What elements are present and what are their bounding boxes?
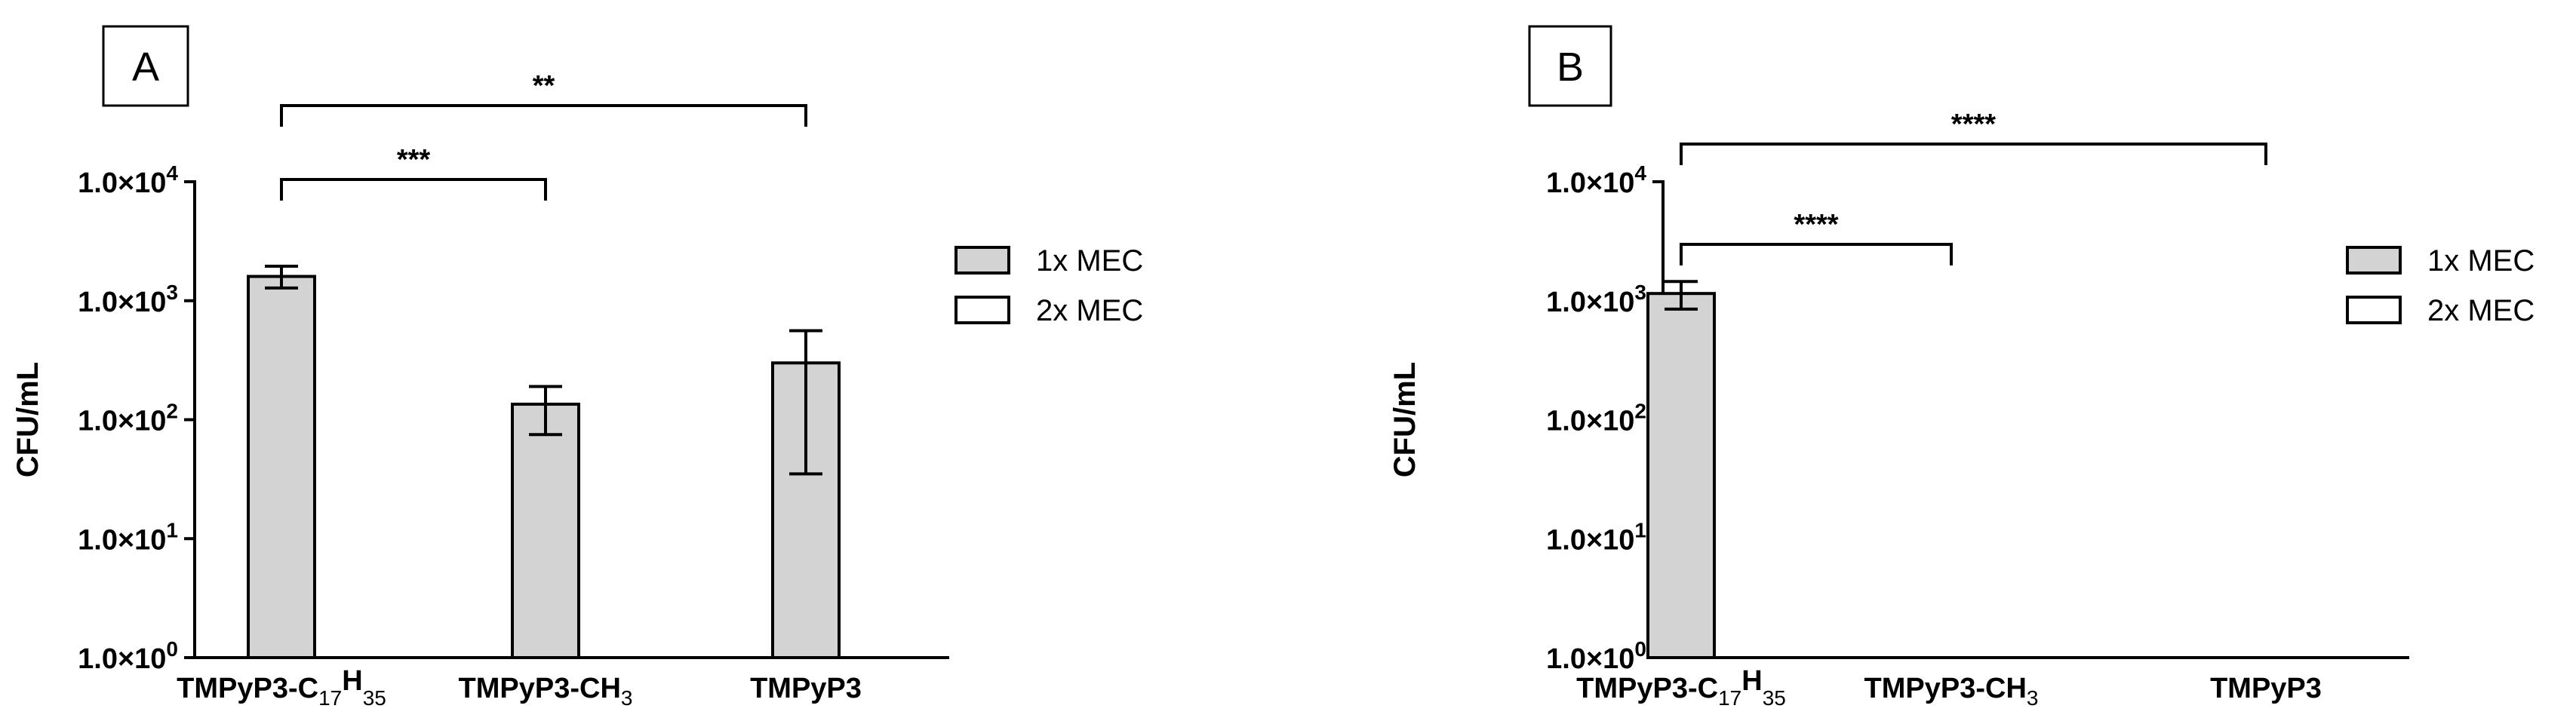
y-tick-label: 1.0×102 (1546, 400, 1646, 437)
y-axis-label: CFU/mL (1388, 362, 1422, 477)
legend-label: 2x MEC (2427, 294, 2535, 327)
significance-label: *** (397, 144, 431, 176)
significance-label: ** (533, 70, 555, 102)
significance-bracket (280, 104, 807, 127)
chart-panel-a: A 1.0×100 1.0×101 1.0×102 1.0×103 1.0×104 CFU/… (11, 25, 1143, 710)
legend-swatch (954, 296, 1010, 324)
significance-label: **** (1951, 109, 1996, 140)
x-tick-label: TMPyP3-CH3 (1864, 673, 2039, 710)
significance-label: **** (1794, 209, 1838, 241)
y-tick-label: 1.0×104 (1546, 161, 1646, 199)
x-tick-label: TMPyP3 (750, 673, 862, 704)
x-tick-label: TMPyP3 (2210, 673, 2322, 704)
y-tick-label: 1.0×100 (1546, 637, 1646, 675)
legend-swatch (954, 246, 1010, 275)
y-tick-label: 1.0×102 (78, 400, 178, 437)
panel-label: B (1557, 44, 1584, 90)
y-tick-label: 1.0×101 (1546, 518, 1646, 556)
significance-bracket (280, 178, 547, 201)
panel-label-box (102, 25, 189, 107)
legend-label: 1x MEC (1036, 244, 1143, 278)
x-tick-label: TMPyP3-CH3 (459, 673, 633, 710)
bar (1646, 292, 1716, 659)
y-tick-label: 1.0×104 (78, 161, 178, 199)
legend-label: 2x MEC (1036, 294, 1143, 327)
y-tick-label: 1.0×103 (1546, 281, 1646, 318)
chart-b: B 1.0×100 1.0×101 1.0×102 1.0×103 1.0×104 CFU/… (1388, 25, 2535, 710)
x-tick-label: TMPyP3-C17H35 (1576, 665, 1786, 710)
y-axis-label: CFU/mL (11, 362, 45, 477)
panel-label: A (132, 44, 159, 90)
bar (771, 361, 841, 659)
x-tick-label: TMPyP3-C17H35 (177, 665, 386, 710)
panel-label-box (1528, 25, 1612, 107)
y-tick-label: 1.0×100 (78, 637, 178, 675)
legend-label: 1x MEC (2427, 244, 2535, 278)
legend-swatch (2346, 246, 2402, 275)
bar (511, 402, 580, 659)
chart-panel-b: B 1.0×100 1.0×101 1.0×102 1.0×103 1.0×104 CFU/… (1288, 0, 2576, 727)
chart-a: A 1.0×100 1.0×101 1.0×102 1.0×103 1.0×104 CFU/… (11, 25, 1143, 710)
significance-bracket (1680, 243, 1953, 265)
y-tick-label: 1.0×101 (78, 518, 178, 556)
y-tick-label: 1.0×103 (78, 281, 178, 318)
bar (247, 275, 316, 659)
legend-swatch (2346, 296, 2402, 324)
significance-bracket (1680, 143, 2267, 165)
